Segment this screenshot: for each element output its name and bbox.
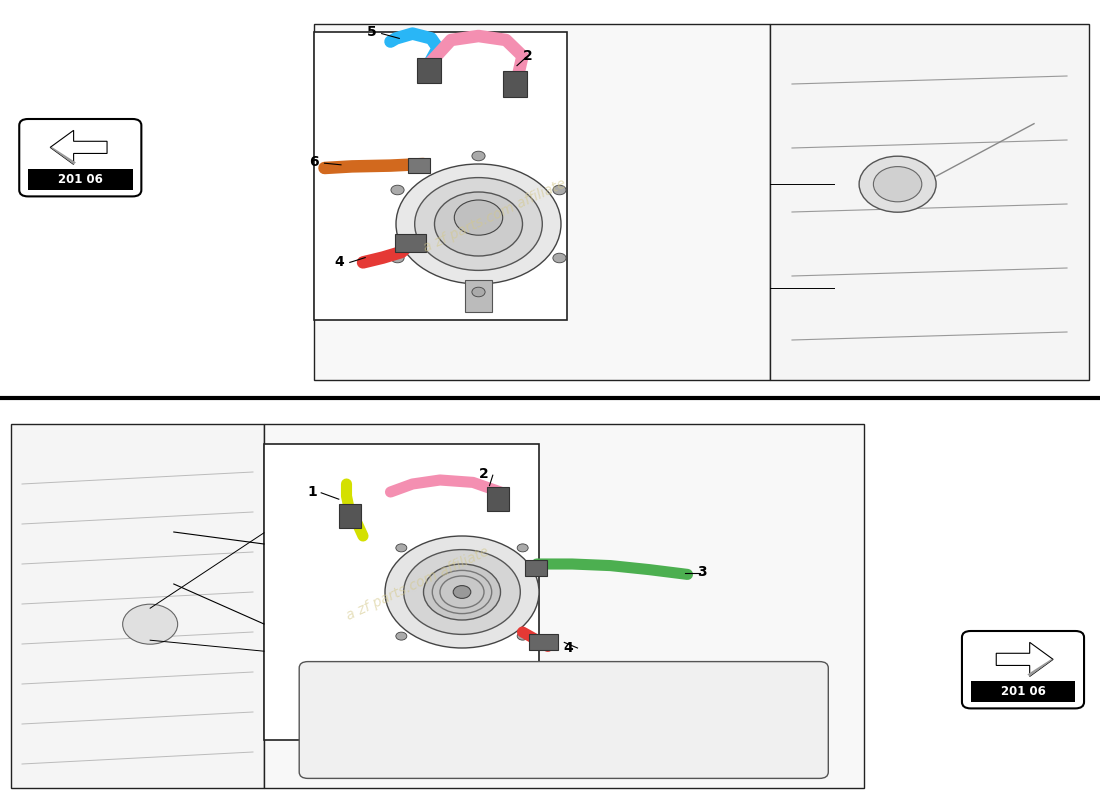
Circle shape: [390, 253, 404, 262]
Bar: [28, 170, 132, 190]
Bar: [11, 424, 264, 788]
Circle shape: [454, 200, 503, 235]
Circle shape: [415, 178, 542, 270]
Bar: [770, 24, 1089, 380]
Bar: [264, 424, 864, 788]
Circle shape: [553, 186, 566, 194]
Circle shape: [453, 586, 471, 598]
FancyBboxPatch shape: [961, 631, 1084, 709]
Circle shape: [472, 287, 485, 297]
Bar: [529, 634, 558, 650]
Polygon shape: [51, 147, 76, 164]
FancyBboxPatch shape: [19, 119, 141, 196]
Polygon shape: [1027, 659, 1053, 676]
Bar: [503, 71, 527, 97]
Text: a zf parts.com affiliate: a zf parts.com affiliate: [421, 177, 569, 255]
Circle shape: [424, 564, 500, 620]
Text: 4: 4: [334, 255, 343, 270]
Bar: [264, 444, 539, 740]
Bar: [525, 560, 547, 576]
Text: 2: 2: [480, 466, 488, 481]
Text: 201 06: 201 06: [1001, 685, 1045, 698]
Bar: [314, 32, 566, 320]
Bar: [417, 58, 441, 83]
Bar: [339, 504, 361, 528]
Circle shape: [390, 186, 404, 194]
Circle shape: [404, 550, 520, 634]
Text: 6: 6: [309, 155, 318, 170]
Text: 5: 5: [367, 25, 376, 39]
Bar: [408, 158, 430, 173]
Circle shape: [396, 632, 407, 640]
Polygon shape: [51, 130, 107, 164]
Text: 2: 2: [524, 49, 532, 63]
Circle shape: [434, 192, 522, 256]
FancyBboxPatch shape: [299, 662, 828, 778]
Circle shape: [385, 536, 539, 648]
Bar: [487, 487, 509, 511]
Text: 3: 3: [697, 565, 706, 579]
Circle shape: [873, 166, 922, 202]
Circle shape: [517, 544, 528, 552]
Bar: [395, 234, 426, 252]
Circle shape: [396, 164, 561, 284]
Bar: [971, 682, 1076, 702]
Text: 4: 4: [564, 641, 573, 655]
Circle shape: [553, 253, 566, 262]
Circle shape: [859, 156, 936, 212]
Polygon shape: [997, 642, 1053, 676]
Text: 1: 1: [308, 485, 317, 499]
Circle shape: [396, 544, 407, 552]
Bar: [314, 24, 770, 380]
Circle shape: [123, 604, 178, 644]
Text: 201 06: 201 06: [58, 173, 102, 186]
Circle shape: [517, 632, 528, 640]
Bar: [465, 280, 492, 312]
Text: a zf parts.com affiliate: a zf parts.com affiliate: [344, 545, 492, 623]
Circle shape: [472, 151, 485, 161]
